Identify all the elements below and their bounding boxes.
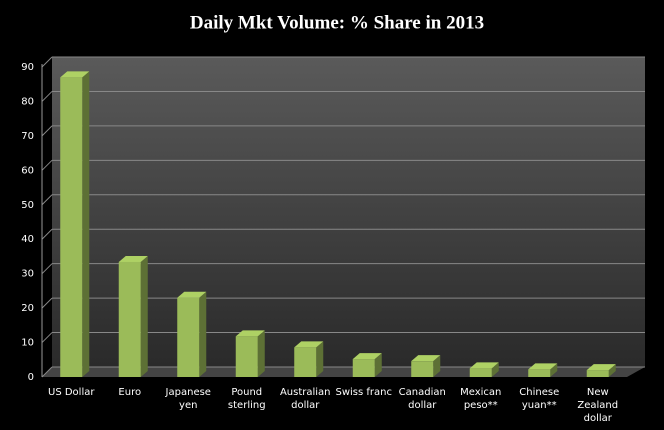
bar [528,363,558,377]
y-tick-label: 20 [21,303,34,314]
grid-side [41,194,53,206]
bar-top [60,71,90,78]
y-tick-label: 50 [21,200,34,211]
bar-top [118,255,148,262]
y-tick-label: 40 [21,234,34,245]
bar-front [294,347,317,377]
bar-side [491,362,499,377]
bar-front [528,369,551,377]
grid-side [41,228,53,240]
bar-side [374,353,382,377]
bar-front [469,368,492,377]
bar-side [608,364,616,377]
bar-side [550,363,558,377]
bar-front [177,297,200,377]
bar-side [316,341,324,377]
bar [118,255,148,377]
bar [411,355,441,377]
bar-side [140,255,148,377]
grid-side [41,91,53,102]
x-tick-label: Euro [118,387,141,398]
bar-side [199,291,207,377]
bar-top [469,362,499,369]
grid-side [41,263,53,275]
grid-side [41,297,53,309]
x-tick-label: Chinese yuan** [519,387,559,411]
x-tick-label: Mexican peso** [460,387,501,411]
bar-top [352,353,382,360]
x-tick-label: Japanese yen [165,387,211,411]
grid-side [41,332,53,343]
bar [60,71,90,377]
x-tick-label: New Zealand dollar [577,387,618,424]
bar-front [235,336,258,377]
bar-front [352,359,375,377]
bar-front [586,370,609,377]
bar [469,362,499,377]
y-tick-label: 10 [21,338,34,349]
x-tick-label: Pound sterling [228,387,266,411]
x-tick-label: Canadian dollar [399,387,446,411]
x-tick-label: US Dollar [48,387,95,398]
bar [586,364,616,377]
y-tick-label: 80 [21,96,34,107]
grid-side [41,125,53,137]
bar-front [60,77,83,377]
grid-side [41,366,53,378]
bar-front [411,361,434,377]
grid-side [41,56,53,68]
bar [352,353,382,377]
bar-side [82,71,90,377]
y-tick-label: 70 [21,131,34,142]
bar-top [235,330,265,337]
bar-side [257,330,265,377]
x-tick-label: Australian dollar [280,387,331,411]
bar-top [586,364,616,371]
bar [177,291,207,377]
y-tick-label: 90 [21,62,34,73]
bar-top [528,363,558,370]
y-tick-label: 60 [21,165,34,176]
bar [294,341,324,377]
back-wall [52,57,645,367]
y-tick-label: 30 [21,269,34,280]
bar-front [118,261,141,377]
bar-top [177,291,207,298]
bar-top [411,355,441,362]
x-tick-label: Swiss franc [336,387,393,398]
bar-top [294,341,324,348]
y-tick-label: 0 [28,372,34,383]
chart-title: Daily Mkt Volume: % Share in 2013 [190,12,484,33]
bar-side [433,355,441,377]
bar [235,330,265,377]
grid-side [41,159,53,171]
